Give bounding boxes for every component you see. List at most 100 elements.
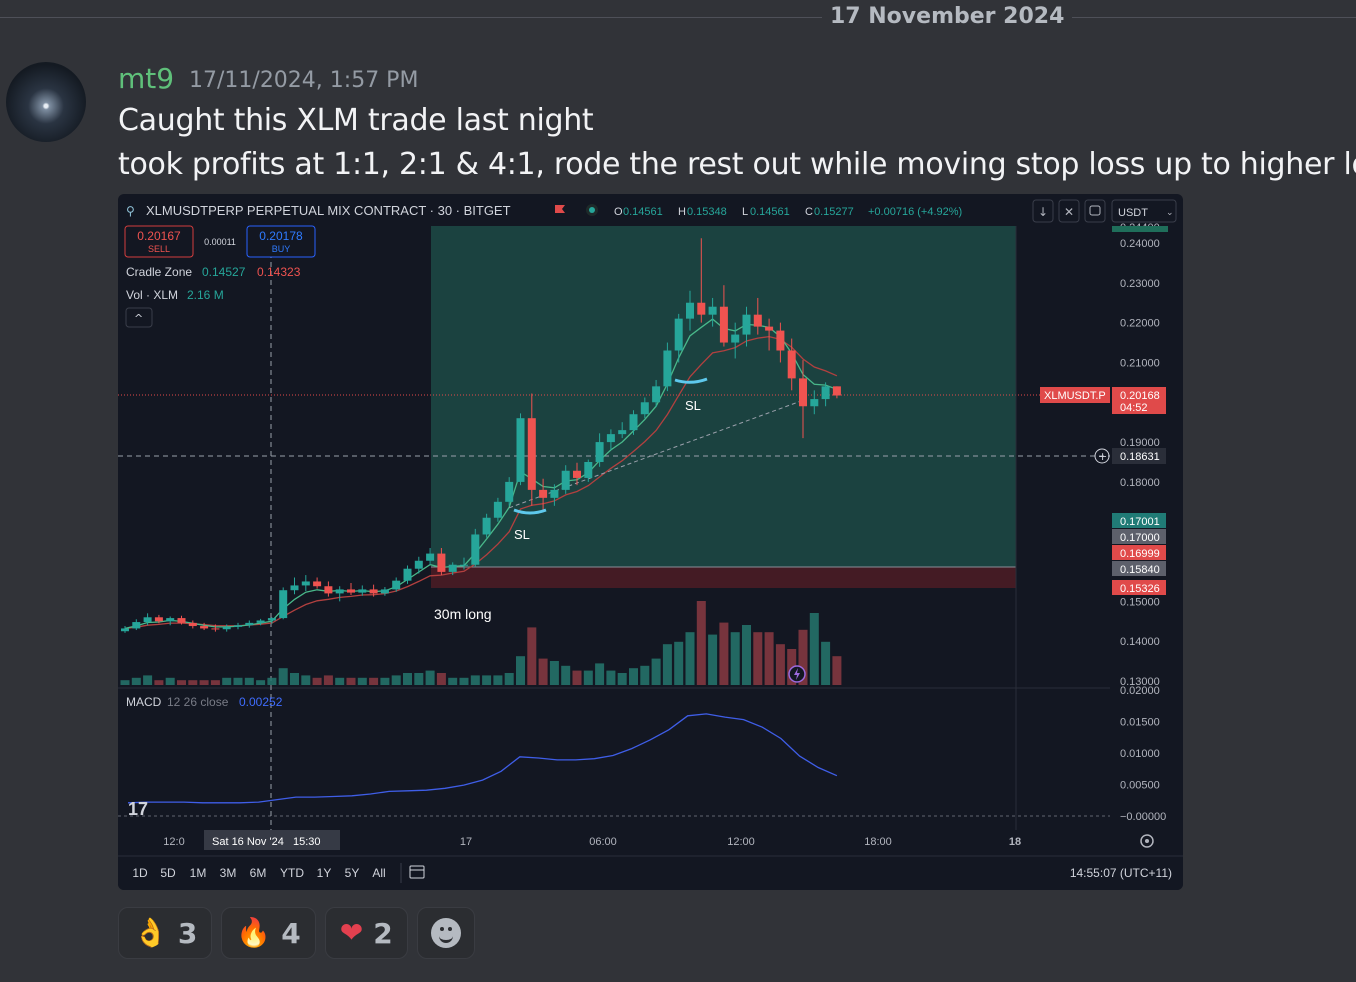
candle-body: [222, 626, 231, 630]
message-timestamp: 17/11/2024, 1:57 PM: [189, 68, 419, 93]
candle-body: [301, 581, 310, 586]
volume-bar: [414, 673, 424, 685]
fullscreen-button[interactable]: [1084, 199, 1106, 223]
volume-bar: [798, 629, 808, 685]
time-tick: 18:00: [864, 836, 892, 848]
chart-attachment[interactable]: SL SL 30m long 0.24000 0.23000 0.22000 0.21…: [118, 194, 1183, 890]
buy-price: 0.20178: [259, 229, 303, 243]
candle-body: [132, 622, 141, 629]
range-1m-button[interactable]: 1M: [190, 866, 207, 880]
tradingview-logo-icon[interactable]: 17: [128, 799, 148, 819]
date-divider-line: [0, 17, 1356, 18]
price-tick: 0.24000: [1120, 238, 1160, 250]
time-tick: 18: [1009, 836, 1021, 848]
author-name[interactable]: mt9: [118, 62, 175, 95]
volume-bar: [199, 680, 209, 685]
currency-select[interactable]: [1111, 199, 1177, 223]
range-5y-button[interactable]: 5Y: [345, 866, 360, 880]
current-price-tag: [1112, 387, 1166, 414]
close-value: 0.15277: [814, 206, 854, 218]
reaction-count: 2: [373, 916, 393, 950]
volume-bar: [403, 673, 412, 685]
header-buttons: [1032, 199, 1177, 223]
symbol-title[interactable]: XLMUSDTPERP PERPETUAL MIX CONTRACT · 30 …: [146, 203, 511, 218]
add-alert-icon[interactable]: [1094, 448, 1110, 464]
profit-zone: [431, 226, 1016, 567]
collapse-button[interactable]: [1058, 199, 1080, 223]
collapse-legend-button[interactable]: [125, 307, 153, 328]
candle-body: [256, 620, 265, 623]
macd-label[interactable]: MACD: [126, 695, 162, 709]
volume-bar: [188, 680, 198, 685]
price-tick: 0.19000: [1120, 437, 1160, 449]
volume-label[interactable]: Vol · XLM: [126, 288, 178, 302]
candle-body: [810, 399, 819, 407]
range-1y-button[interactable]: 1Y: [317, 866, 332, 880]
volume-bar: [538, 658, 548, 685]
candle-body: [392, 580, 401, 590]
volume-bar: [527, 627, 537, 685]
range-3m-button[interactable]: 3M: [220, 866, 237, 880]
candle-body: [742, 314, 751, 335]
time-tick: 06:00: [589, 836, 617, 848]
volume-bar: [719, 622, 729, 685]
flag-icon[interactable]: [555, 205, 565, 213]
candle-body: [482, 517, 491, 535]
current-price: 0.20168: [1120, 390, 1160, 402]
chart-clock[interactable]: 14:55:07 (UTC+11): [1070, 866, 1172, 880]
sl-label-2: SL: [685, 398, 701, 413]
reaction-heart[interactable]: ❤ 2: [324, 907, 408, 959]
cradle-label[interactable]: Cradle Zone: [126, 265, 192, 279]
candle-body: [188, 622, 197, 627]
change-value: +0.00716 (+4.92%): [868, 206, 962, 218]
volume-bar: [775, 644, 785, 685]
macd-tick: 0.00500: [1120, 780, 1160, 792]
price-tick: 0.22000: [1120, 318, 1160, 330]
macd-tick: −0.00000: [1120, 811, 1166, 823]
volume-bar: [730, 632, 740, 685]
range-5d-button[interactable]: 5D: [160, 866, 176, 880]
tradingview-chart[interactable]: SL SL 30m long 0.24000 0.23000 0.22000 0.21…: [118, 194, 1183, 890]
range-ytd-button[interactable]: YTD: [280, 866, 304, 880]
range-6m-button[interactable]: 6M: [250, 866, 267, 880]
reaction-fire[interactable]: 🔥 4: [221, 907, 316, 959]
range-1d-button[interactable]: 1D: [132, 866, 148, 880]
volume-bar: [821, 641, 831, 685]
candle-body: [437, 553, 446, 572]
volume-bar: [583, 670, 593, 685]
add-reaction-button[interactable]: [416, 907, 475, 959]
volume-bar: [549, 661, 559, 685]
volume-bar: [120, 680, 130, 685]
volume-bar: [256, 680, 266, 685]
candle-body: [347, 589, 355, 593]
range-all-button[interactable]: All: [372, 866, 385, 880]
download-button[interactable]: [1032, 199, 1054, 223]
chevron-down-icon: ⌄: [1166, 208, 1174, 218]
volume-value: 2.16 M: [187, 288, 224, 302]
volume-bar: [391, 675, 401, 685]
avatar[interactable]: [6, 62, 86, 142]
collapse-icon: ✕: [1064, 205, 1074, 219]
spread-value: 0.00011: [204, 237, 236, 247]
volume-bar: [436, 673, 446, 685]
candle-body: [358, 589, 367, 593]
macd-params: 12 26 close: [167, 695, 229, 709]
cradle-value-2: 0.14323: [257, 265, 301, 279]
sell-button[interactable]: [124, 225, 194, 258]
position-label: 30m long: [434, 606, 492, 622]
fire-icon: 🔥: [236, 916, 272, 949]
volume-bar: [312, 677, 322, 685]
candle-body: [629, 414, 638, 431]
volume-bar: [448, 677, 458, 685]
candle-body: [267, 618, 276, 621]
date-divider-label: 17 November 2024: [822, 4, 1073, 29]
settings-gear-icon[interactable]: [1140, 834, 1154, 848]
volume-bar: [346, 677, 356, 685]
volume-bar: [154, 680, 164, 685]
date-range-icon[interactable]: [409, 865, 425, 879]
buy-button[interactable]: [246, 225, 316, 258]
crosshair-time: Sat 16 Nov '24 15:30: [212, 836, 321, 848]
reaction-ok-hand[interactable]: 👌 3: [118, 907, 213, 959]
candle-body: [121, 628, 129, 632]
volume-bar: [787, 649, 797, 685]
